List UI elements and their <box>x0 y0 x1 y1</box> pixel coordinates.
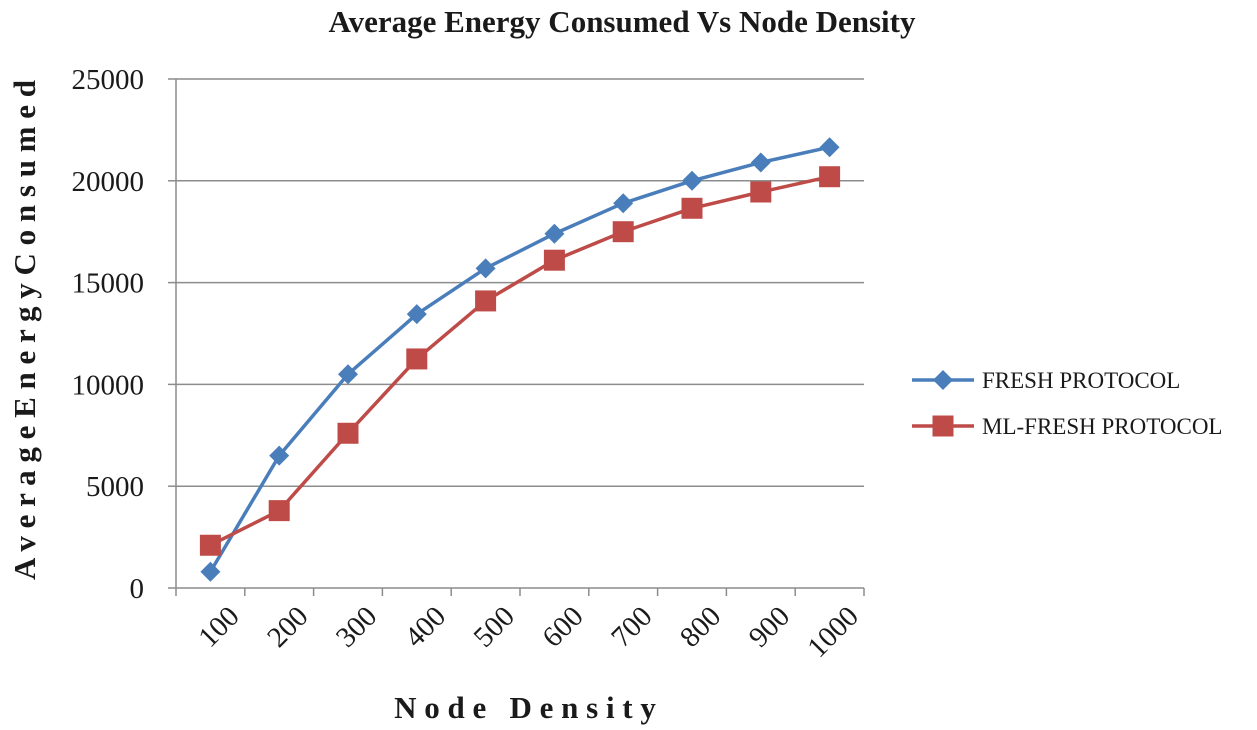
axes <box>168 78 865 596</box>
data-point-square <box>268 500 290 522</box>
legend-item-1: ML-FRESH PROTOCOL <box>912 414 1222 439</box>
chart-title: Average Energy Consumed Vs Node Density <box>329 4 916 39</box>
x-axis-title: N o d e D e n s i t y <box>394 690 656 725</box>
x-tick-label: 200 <box>261 600 314 653</box>
data-point-diamond <box>269 445 290 466</box>
y-tick-labels: 0 5000 10000 15000 20000 25000 <box>72 64 145 605</box>
data-point-diamond <box>613 193 634 214</box>
y-tick-label: 0 <box>130 573 145 605</box>
data-point-diamond <box>475 258 496 279</box>
data-series <box>199 137 841 582</box>
data-point-square <box>337 422 359 444</box>
x-tick-label: 700 <box>605 600 658 653</box>
data-point-diamond <box>819 137 840 158</box>
y-tick-label: 5000 <box>86 471 144 503</box>
data-point-square <box>406 348 428 370</box>
x-tick-label: 100 <box>192 600 245 653</box>
series-1 <box>199 166 841 556</box>
legend-label: ML-FRESH PROTOCOL <box>982 414 1222 439</box>
x-tick-label: 1000 <box>801 600 865 664</box>
x-tick-label: 600 <box>536 600 589 653</box>
data-point-diamond <box>682 170 702 191</box>
data-point-diamond <box>544 223 565 244</box>
legend-label: FRESH PROTOCOL <box>982 368 1180 393</box>
series-line-1 <box>209 175 830 547</box>
data-point-square <box>681 197 703 219</box>
legend-item-0: FRESH PROTOCOL <box>912 368 1180 393</box>
x-tick-label: 800 <box>674 600 727 653</box>
x-tick-label: 500 <box>468 600 521 653</box>
data-point-diamond <box>200 561 221 582</box>
y-tick-label: 20000 <box>72 166 145 198</box>
series-line-0 <box>208 145 830 573</box>
y-tick-label: 25000 <box>72 64 145 96</box>
data-point-square <box>543 249 565 271</box>
data-point-square <box>475 290 497 312</box>
data-point-square <box>612 221 634 243</box>
data-point-square <box>750 181 772 203</box>
y-axis-title: A v e r a g e E n e r g y C o n s u m e … <box>7 80 42 580</box>
y-tick-label: 15000 <box>72 268 145 300</box>
data-point-square <box>199 534 221 556</box>
x-tick-label: 400 <box>399 600 452 653</box>
data-point-diamond <box>338 364 358 385</box>
series-0 <box>200 137 840 582</box>
legend: FRESH PROTOCOL ML-FRESH PROTOCOL <box>912 368 1222 439</box>
data-point-diamond <box>406 304 427 325</box>
legend-marker-diamond <box>933 370 953 390</box>
legend-marker-square <box>932 415 954 437</box>
x-tick-label: 300 <box>330 600 383 653</box>
data-point-square <box>819 166 841 188</box>
grid-lines <box>176 78 864 487</box>
x-tick-labels: 100 200 300 400 500 600 700 800 900 1000 <box>192 600 865 664</box>
data-point-diamond <box>750 152 771 173</box>
x-tick-label: 900 <box>743 600 796 653</box>
y-tick-label: 10000 <box>72 369 145 401</box>
